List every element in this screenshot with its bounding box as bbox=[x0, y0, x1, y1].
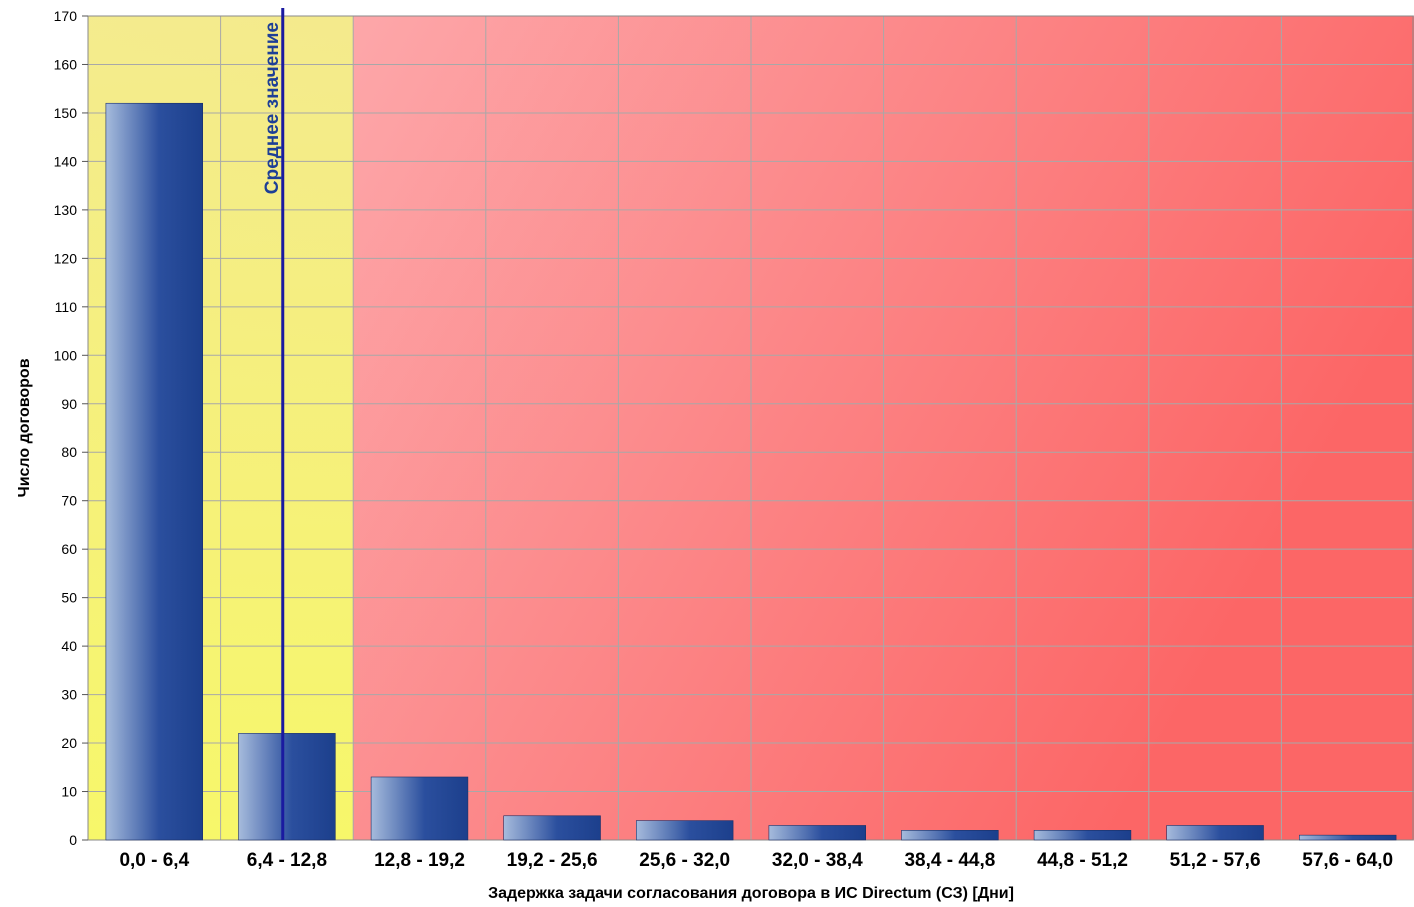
y-axis-ticks: 0 10 20 30 40 50 60 70 80 90 100 110 120 130 140 150 160… bbox=[54, 8, 88, 848]
y-tick-label: 130 bbox=[54, 202, 78, 218]
x-tick-label: 44,8 - 51,2 bbox=[1037, 850, 1128, 871]
y-tick-label: 20 bbox=[61, 735, 77, 751]
y-tick-label: 160 bbox=[54, 56, 78, 72]
y-tick-label: 90 bbox=[61, 396, 77, 412]
y-tick-label: 10 bbox=[61, 784, 77, 800]
x-tick-label: 51,2 - 57,6 bbox=[1170, 850, 1261, 871]
x-axis-ticks: 0,0 - 6,4 6,4 - 12,8 12,8 - 19,2 19,2 - 25,… bbox=[119, 850, 1393, 871]
y-tick-label: 60 bbox=[61, 541, 77, 557]
bar bbox=[1166, 825, 1264, 841]
y-tick-label: 70 bbox=[61, 493, 77, 509]
x-tick-label: 12,8 - 19,2 bbox=[374, 850, 465, 871]
bar bbox=[636, 820, 734, 841]
x-tick-label: 0,0 - 6,4 bbox=[119, 850, 189, 871]
x-tick-label: 25,6 - 32,0 bbox=[639, 850, 730, 871]
bar bbox=[105, 102, 203, 841]
y-tick-label: 120 bbox=[54, 250, 78, 266]
x-tick-label: 57,6 - 64,0 bbox=[1302, 850, 1393, 871]
y-tick-label: 140 bbox=[54, 153, 78, 169]
y-tick-label: 0 bbox=[69, 832, 77, 848]
y-tick-label: 50 bbox=[61, 590, 77, 606]
bar bbox=[370, 776, 469, 841]
y-axis-title: Число договоров bbox=[16, 358, 33, 497]
y-tick-label: 80 bbox=[61, 444, 77, 460]
bar bbox=[768, 825, 866, 841]
y-tick-label: 170 bbox=[54, 8, 78, 24]
bar bbox=[1033, 830, 1132, 841]
mean-line-label: Среднее значение bbox=[262, 22, 283, 194]
bar bbox=[901, 830, 999, 841]
bar bbox=[1299, 834, 1397, 841]
y-tick-label: 150 bbox=[54, 105, 78, 121]
x-axis-title: Задержка задачи согласования договора в … bbox=[488, 885, 1014, 902]
plot-border bbox=[87, 15, 1414, 841]
grid-lines bbox=[88, 15, 1414, 841]
y-tick-label: 100 bbox=[54, 347, 78, 363]
bar bbox=[238, 733, 336, 841]
bar bbox=[503, 815, 601, 841]
y-tick-label: 110 bbox=[55, 299, 78, 315]
y-tick-label: 30 bbox=[61, 687, 77, 703]
bars-group bbox=[105, 102, 1397, 841]
x-tick-label: 6,4 - 12,8 bbox=[247, 850, 327, 871]
x-tick-label: 32,0 - 38,4 bbox=[772, 850, 863, 871]
x-tick-label: 38,4 - 44,8 bbox=[904, 850, 995, 871]
y-tick-label: 40 bbox=[61, 638, 77, 654]
x-tick-label: 19,2 - 25,6 bbox=[507, 850, 598, 871]
